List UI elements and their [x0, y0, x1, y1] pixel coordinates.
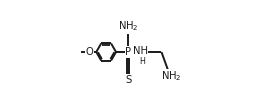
Text: H: H	[139, 57, 145, 66]
Text: P: P	[125, 47, 131, 57]
Text: O: O	[86, 47, 94, 57]
Text: NH$_2$: NH$_2$	[118, 20, 139, 33]
Text: S: S	[125, 75, 131, 85]
Text: NH: NH	[133, 46, 148, 56]
Text: NH$_2$: NH$_2$	[161, 69, 181, 83]
